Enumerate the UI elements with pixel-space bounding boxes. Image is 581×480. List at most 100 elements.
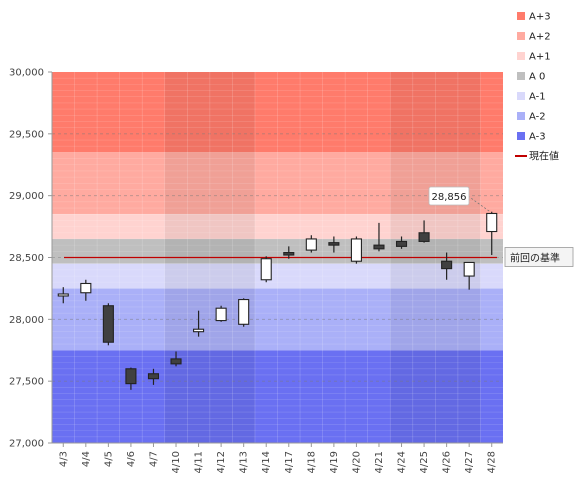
candle: [193, 310, 205, 337]
band-A0: [52, 238, 503, 264]
legend-label: A+2: [529, 32, 551, 43]
band-Aplus3: [52, 72, 503, 153]
candle-body: [350, 238, 362, 262]
y-tick-label: 27,500: [9, 377, 44, 388]
candle-body: [328, 242, 340, 246]
x-tick-label: 4/28: [487, 451, 498, 473]
candle-body: [215, 307, 227, 322]
legend-item: A-2: [517, 112, 546, 123]
candle: [57, 287, 69, 304]
candle: [373, 222, 385, 252]
candle: [418, 220, 430, 243]
x-tick-label: 4/24: [397, 451, 408, 473]
y-tick-label: 30,000: [9, 68, 44, 79]
current-value-leader: [467, 195, 490, 212]
legend-item: A+1: [517, 52, 551, 63]
legend-label: A-3: [529, 132, 546, 143]
candle-body: [418, 232, 430, 242]
candle: [328, 236, 340, 253]
candle-body: [441, 260, 453, 270]
legend-swatch: [517, 52, 525, 60]
legend-item: A+2: [517, 32, 551, 43]
x-tick-label: 4/17: [284, 451, 295, 473]
candle: [102, 303, 114, 346]
y-tick-label: 28,000: [9, 315, 44, 326]
candle: [441, 252, 453, 280]
legend-item: 現在値: [515, 150, 559, 163]
candle: [80, 279, 92, 301]
candle: [260, 256, 272, 283]
legend-label: A-2: [529, 112, 546, 123]
candle-body: [170, 358, 182, 365]
candle: [147, 368, 160, 385]
candle-body: [283, 252, 295, 256]
legend-swatch: [517, 92, 525, 100]
y-tick-label: 28,500: [9, 253, 44, 264]
x-tick-label: 4/14: [261, 451, 272, 473]
candle: [170, 351, 182, 367]
band-Aminus3: [52, 350, 503, 443]
current-value-label: 28,856: [432, 192, 467, 203]
candle-body: [373, 244, 385, 250]
x-tick-label: 4/18: [306, 451, 317, 473]
legend-swatch: [517, 12, 525, 20]
legend-swatch: [517, 72, 525, 80]
y-tick-label: 29,000: [9, 191, 44, 202]
x-tick-label: 4/21: [374, 451, 385, 473]
legend-item: A 0: [517, 72, 545, 83]
x-tick-label: 4/12: [216, 451, 227, 473]
x-tick-label: 4/5: [103, 451, 114, 467]
x-tick-label: 4/10: [171, 451, 182, 473]
reference-label: 前回の基準: [504, 247, 574, 267]
candle-body: [80, 282, 92, 294]
x-tick-label: 4/19: [329, 451, 340, 473]
candle-body: [57, 293, 69, 297]
candle-body: [486, 212, 498, 233]
legend-item: A-3: [517, 132, 546, 143]
legend-item: A+3: [517, 12, 551, 23]
candle-body: [193, 328, 205, 333]
candle: [486, 211, 498, 256]
x-tick-label: 4/13: [239, 451, 250, 473]
legend-label: A+1: [529, 52, 551, 63]
candle-body: [102, 305, 114, 343]
x-tick-label: 4/11: [194, 451, 205, 473]
legend-label: A 0: [529, 72, 545, 83]
candle-body: [395, 240, 408, 247]
legend-label: 現在値: [529, 150, 559, 163]
y-tick-label: 27,000: [9, 439, 44, 450]
x-tick-label: 4/6: [126, 451, 137, 467]
candle-body: [125, 368, 137, 385]
x-tick-label: 4/3: [58, 451, 69, 467]
x-tick-label: 4/4: [81, 451, 92, 467]
legend-label: A+3: [529, 12, 551, 23]
candle-body: [260, 258, 272, 281]
candle-body: [305, 238, 317, 251]
x-tick-label: 4/26: [442, 451, 453, 473]
current-value-box: [428, 186, 470, 206]
candle: [395, 236, 408, 249]
candle: [215, 305, 227, 322]
candle: [463, 261, 475, 290]
reference-label-text: 前回の基準: [510, 252, 560, 265]
candle: [283, 246, 295, 259]
candle: [238, 298, 250, 327]
candle: [125, 367, 137, 390]
legend-item: A-1: [517, 92, 546, 103]
legend-label: A-1: [529, 92, 546, 103]
candle-body: [147, 373, 160, 380]
legend-swatch: [517, 132, 525, 140]
x-tick-label: 4/25: [419, 451, 430, 473]
candle-body: [463, 261, 475, 277]
x-tick-label: 4/7: [148, 451, 159, 467]
y-tick-label: 29,500: [9, 129, 44, 140]
band-Aplus2: [52, 152, 503, 215]
band-Aminus1: [52, 263, 503, 289]
x-tick-label: 4/27: [464, 451, 475, 473]
candle-body: [238, 298, 250, 325]
legend-swatch: [517, 112, 525, 120]
x-tick-label: 4/20: [351, 451, 362, 473]
current-value-callout: 28,856: [428, 186, 470, 206]
